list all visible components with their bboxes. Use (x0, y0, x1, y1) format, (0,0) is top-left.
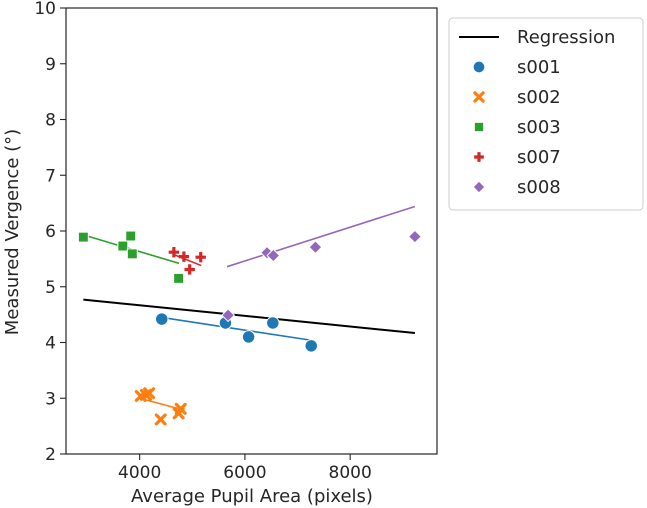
x-tick-label: 8000 (329, 463, 372, 483)
legend-s001-marker (472, 60, 486, 74)
s008-point (221, 308, 236, 323)
s002-point (143, 387, 156, 400)
s003-point (117, 240, 129, 252)
y-tick-label: 2 (45, 445, 56, 465)
plot-frame (65, 7, 438, 455)
s003-point (77, 231, 89, 243)
s007-point (195, 252, 206, 263)
s001-point (304, 339, 318, 353)
legend-s008-marker (472, 180, 486, 194)
y-tick-label: 10 (34, 0, 56, 19)
s008-fit-line (226, 205, 416, 268)
y-tick-label: 3 (45, 389, 56, 409)
plot-area: 2 3 4 5 6 7 8 9 10 4000 6000 8000 (34, 0, 438, 483)
legend-s002-marker (473, 91, 485, 103)
s001-point (155, 312, 169, 326)
x-tick-label: 4000 (118, 463, 161, 483)
legend-s008-label: s008 (517, 177, 561, 198)
s007-point (178, 251, 190, 262)
y-tick-label: 6 (45, 222, 56, 242)
s003-point (125, 230, 137, 242)
x-tick-label: 6000 (223, 463, 266, 483)
s001-point (266, 316, 280, 330)
legend-s007-label: s007 (517, 147, 561, 168)
s008-point (260, 245, 274, 260)
y-tick-label: 4 (45, 334, 56, 354)
s007-point (184, 264, 195, 275)
s008-point (407, 229, 422, 244)
s003-point (126, 248, 138, 260)
s003-point (173, 272, 185, 284)
y-tick-label: 9 (45, 55, 56, 75)
s002-point (174, 402, 187, 415)
s007-fit-line (173, 253, 202, 267)
legend-s003-marker (473, 121, 485, 133)
legend: Regression s001 s002 s003 s007 s008 (448, 17, 644, 211)
y-tick-label: 5 (45, 278, 56, 298)
legend-s007-marker (474, 152, 484, 162)
legend-s002-label: s002 (517, 87, 561, 108)
legend-s001-label: s001 (517, 57, 561, 78)
y-tick-label: 8 (45, 111, 56, 131)
s007-point (168, 246, 180, 258)
regression-line (83, 298, 415, 335)
s002-point (154, 413, 167, 426)
s001-fit-line (161, 316, 312, 342)
y-axis-label: Measured Vergence (°) (2, 129, 23, 335)
legend-box (448, 17, 644, 211)
s008-point (308, 240, 323, 255)
s001-point (241, 330, 256, 344)
s008-point (266, 248, 281, 263)
legend-s003-label: s003 (517, 117, 561, 138)
legend-regression-label: Regression (517, 27, 615, 48)
y-tick-label: 7 (45, 166, 56, 186)
x-axis-label: Average Pupil Area (pixels) (131, 486, 373, 507)
